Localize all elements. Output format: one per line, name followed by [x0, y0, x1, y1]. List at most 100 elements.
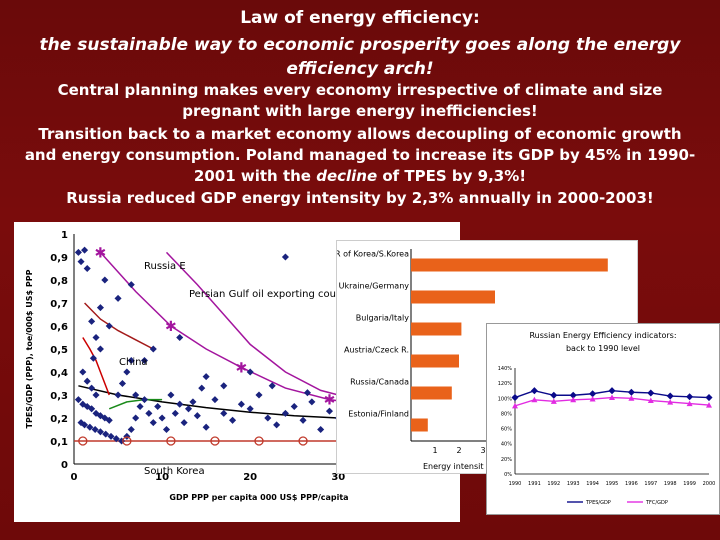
- baseline-circle: [298, 436, 308, 446]
- data-point: [92, 391, 100, 399]
- data-point: [74, 396, 82, 404]
- data-point: [92, 333, 100, 342]
- bar-category-label: Russia/Canada: [350, 378, 409, 387]
- bar-x-axis-label: Energy intensit: [423, 462, 484, 471]
- x-tick-label: 0: [71, 472, 78, 483]
- data-point: [246, 368, 254, 376]
- data-point: [118, 379, 126, 388]
- paragraph-central-planning: Central planning makes every economy irr…: [57, 81, 663, 120]
- bar: [411, 354, 459, 368]
- series-marker: [686, 393, 694, 401]
- data-point: [102, 430, 110, 438]
- series-marker: [608, 387, 616, 395]
- y-tick-label: 0: [61, 460, 68, 471]
- data-point: [136, 402, 144, 411]
- data-point: [325, 407, 334, 415]
- data-point: [317, 425, 325, 434]
- line-y-tick-label: 0%: [504, 472, 512, 478]
- data-point: [127, 425, 135, 434]
- bar-category-label: DPR of Korea/S.Korea: [337, 250, 409, 259]
- series-marker: [667, 399, 674, 405]
- data-point: [273, 421, 281, 429]
- series-marker: [589, 396, 596, 402]
- bar: [411, 258, 608, 272]
- persian-gulf-annotation: Persian Gulf oil exporting countries: [189, 289, 365, 300]
- series-marker: [705, 393, 713, 402]
- bar-category-label: Ukraine/Germany: [339, 282, 410, 291]
- data-point: [83, 264, 91, 273]
- x-tick-label: 10: [155, 472, 169, 483]
- data-point: [83, 377, 91, 385]
- baseline-circle: [78, 436, 88, 446]
- line-y-tick-label: 100%: [498, 396, 513, 402]
- series-marker: [569, 391, 577, 399]
- data-point: [145, 409, 153, 417]
- data-point: [101, 276, 109, 284]
- line-x-tick-label: 1998: [664, 481, 677, 487]
- y-tick-label: 0,8: [50, 276, 68, 287]
- bar-category-label: Bulgaria/Italy: [356, 314, 409, 323]
- baseline-circle: [122, 436, 132, 446]
- data-point: [229, 416, 237, 424]
- data-point: [220, 382, 228, 390]
- line-chart-title-line1: Russian Energy Efficiency indicators:: [529, 331, 676, 340]
- data-point: [202, 373, 210, 381]
- bar: [411, 290, 495, 304]
- x-tick-label: 30: [331, 472, 345, 483]
- data-point: [171, 409, 179, 417]
- y-tick-label: 1: [61, 230, 68, 241]
- data-point: [162, 425, 171, 434]
- line-x-tick-label: 1997: [644, 481, 657, 487]
- series-marker: [550, 398, 557, 404]
- line-y-tick-label: 20%: [501, 457, 512, 463]
- data-point: [180, 419, 188, 427]
- series-marker: [706, 402, 712, 408]
- data-point: [184, 405, 193, 413]
- line-y-tick-label: 140%: [498, 366, 513, 372]
- data-point: [167, 391, 175, 399]
- data-point: [149, 345, 157, 353]
- baseline-circle: [210, 436, 220, 446]
- data-point: [176, 333, 184, 342]
- series-marker: [666, 392, 674, 400]
- series-marker: [609, 394, 615, 401]
- data-point: [264, 414, 272, 422]
- series-marker: [530, 387, 538, 395]
- baseline-circle: [166, 436, 176, 446]
- series-marker: [686, 400, 693, 407]
- data-point: [79, 368, 87, 376]
- bar-x-tick-label: 2: [456, 446, 461, 455]
- data-point: [132, 414, 140, 422]
- data-point: [114, 294, 122, 302]
- data-point: [107, 432, 115, 440]
- series-marker: [647, 389, 655, 397]
- china-path: [82, 337, 110, 396]
- paragraph-transition-b: of TPES by 9,3%!: [377, 167, 527, 185]
- data-point: [189, 398, 197, 406]
- series-marker: [511, 393, 519, 402]
- bar-svg: DPR of Korea/S.Korea Ukraine/Germany Bulga…: [324, 249, 627, 471]
- data-point: [246, 405, 254, 413]
- data-point: [96, 304, 104, 312]
- data-point: [211, 396, 219, 404]
- legend-label: TPES/GDP: [585, 500, 611, 506]
- line-x-tick-label: 1994: [586, 481, 599, 487]
- series-marker: [628, 395, 635, 401]
- line-y-tick-label: 40%: [501, 442, 512, 448]
- data-point: [255, 391, 263, 399]
- data-point: [193, 412, 201, 420]
- bar: [411, 418, 428, 432]
- paragraph-transition-a: Transition back to a market economy allo…: [24, 125, 696, 185]
- data-point: [81, 246, 89, 254]
- line-x-tick-label: 1996: [625, 481, 638, 487]
- data-point: [303, 389, 311, 397]
- russian-indicators-line-chart: Russian Energy Efficiency indicators: bac…: [486, 323, 720, 515]
- russia-annotation: Russia E: [144, 261, 186, 272]
- bar-x-tick-label: 3: [480, 446, 485, 455]
- data-point: [123, 368, 131, 376]
- line-x-tick-label: 1995: [606, 481, 619, 487]
- series-marker: [647, 397, 654, 404]
- line-svg: Russian Energy Efficiency indicators: bac…: [498, 331, 716, 506]
- bar: [411, 386, 452, 400]
- data-point: [105, 322, 113, 330]
